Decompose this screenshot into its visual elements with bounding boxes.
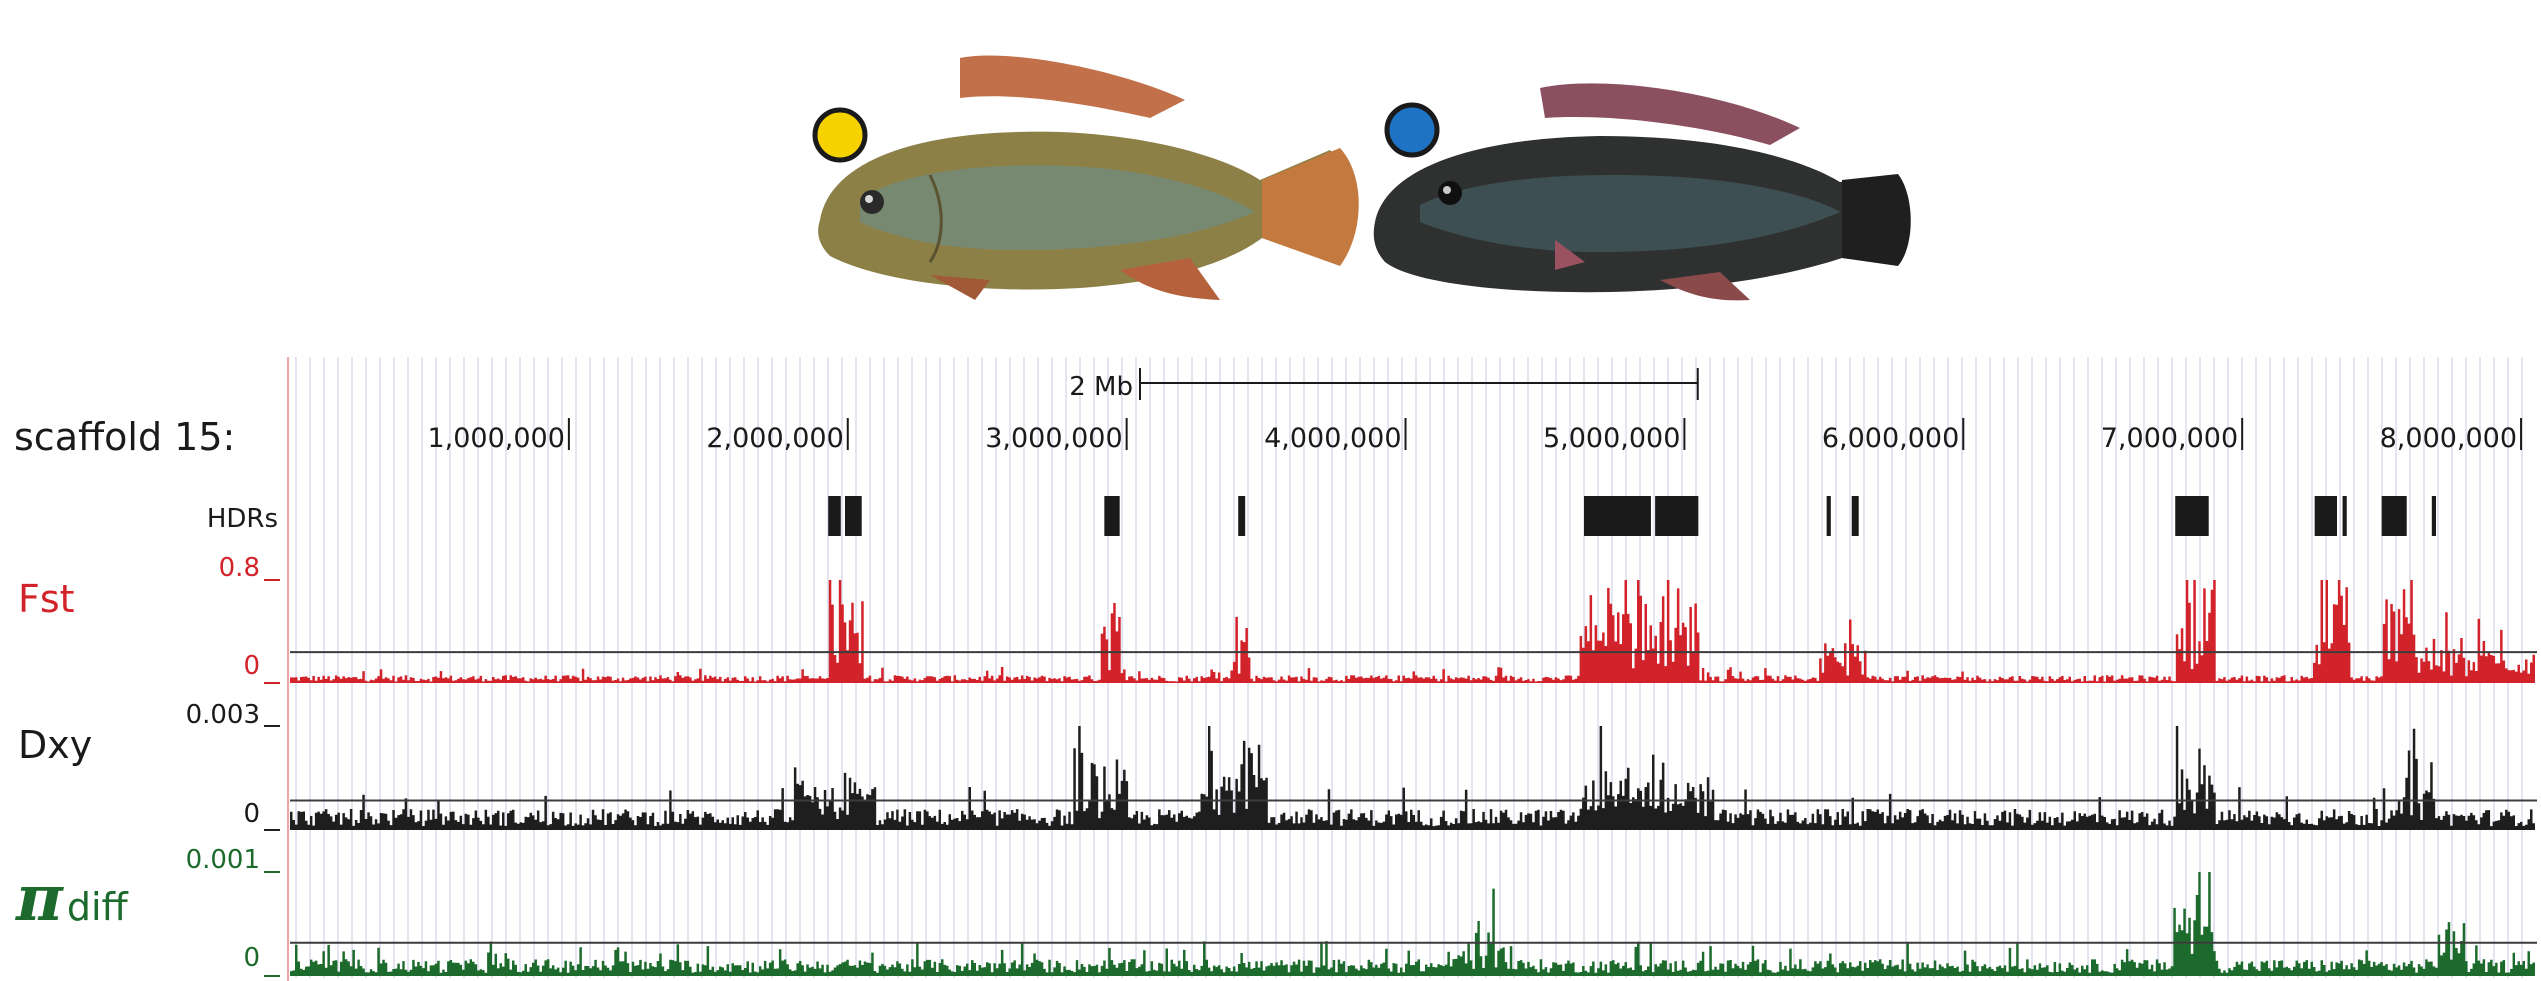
hdr-block	[1584, 496, 1651, 536]
hdr-block	[2314, 496, 2337, 536]
fst-min-label: 0	[243, 651, 260, 681]
hdr-block	[2381, 496, 2407, 536]
x-tick-label: 3,000,000	[985, 423, 1122, 454]
signal-area	[290, 872, 2535, 976]
pi-max-label: 0.001	[186, 845, 260, 875]
x-tick-label: 1,000,000	[427, 423, 564, 454]
x-tick-label: 4,000,000	[1264, 423, 1401, 454]
scale-bar-label: 2 Mb	[1069, 372, 1133, 402]
signal-area	[290, 580, 2535, 683]
hdr-block	[1104, 496, 1120, 536]
hdr-block	[1238, 496, 1246, 536]
hdr-block	[1851, 496, 1859, 536]
hdr-track-label: HDRs	[207, 504, 278, 534]
fst-max-label: 0.8	[219, 553, 260, 583]
yellow-dot	[812, 107, 868, 163]
pi-symbol: π	[15, 861, 64, 936]
hdr-block	[828, 496, 841, 536]
x-tick-label: 8,000,000	[2380, 423, 2517, 454]
dark-fish-photo	[1373, 83, 1911, 301]
hdr-block	[1826, 496, 1831, 536]
x-tick-label: 5,000,000	[1543, 423, 1680, 454]
pi-min-label: 0	[243, 943, 260, 973]
dxy-track	[264, 725, 2537, 831]
hdr-block	[2431, 496, 2436, 536]
vertical-grid	[295, 357, 2523, 978]
scale-bar	[1139, 368, 1699, 400]
hdr-block	[2175, 496, 2209, 536]
pi-subscript: diff	[67, 885, 129, 929]
hdr-block	[844, 496, 862, 536]
scaffold-label: scaffold 15:	[14, 415, 235, 459]
hdr-block	[2342, 496, 2347, 536]
dxy-track-name: Dxy	[18, 723, 92, 767]
pi-diff-track	[264, 871, 2537, 977]
yellow-fish-photo	[818, 55, 1359, 300]
pi-track-name: π diff	[15, 861, 129, 936]
hdr-block	[1655, 496, 1699, 536]
x-tick-label: 6,000,000	[1822, 423, 1959, 454]
fst-track	[264, 579, 2537, 684]
dxy-max-label: 0.003	[186, 700, 260, 730]
hdr-track	[828, 496, 2436, 536]
dxy-min-label: 0	[243, 799, 260, 829]
x-axis-ticks: 1,000,000 2,000,000 3,000,000 4,000,000 5,00…	[427, 418, 2523, 454]
fst-track-name: Fst	[18, 577, 75, 621]
x-tick-label: 2,000,000	[706, 423, 843, 454]
x-tick-label: 7,000,000	[2101, 423, 2238, 454]
signal-area	[290, 726, 2535, 830]
blue-dot	[1384, 102, 1440, 158]
